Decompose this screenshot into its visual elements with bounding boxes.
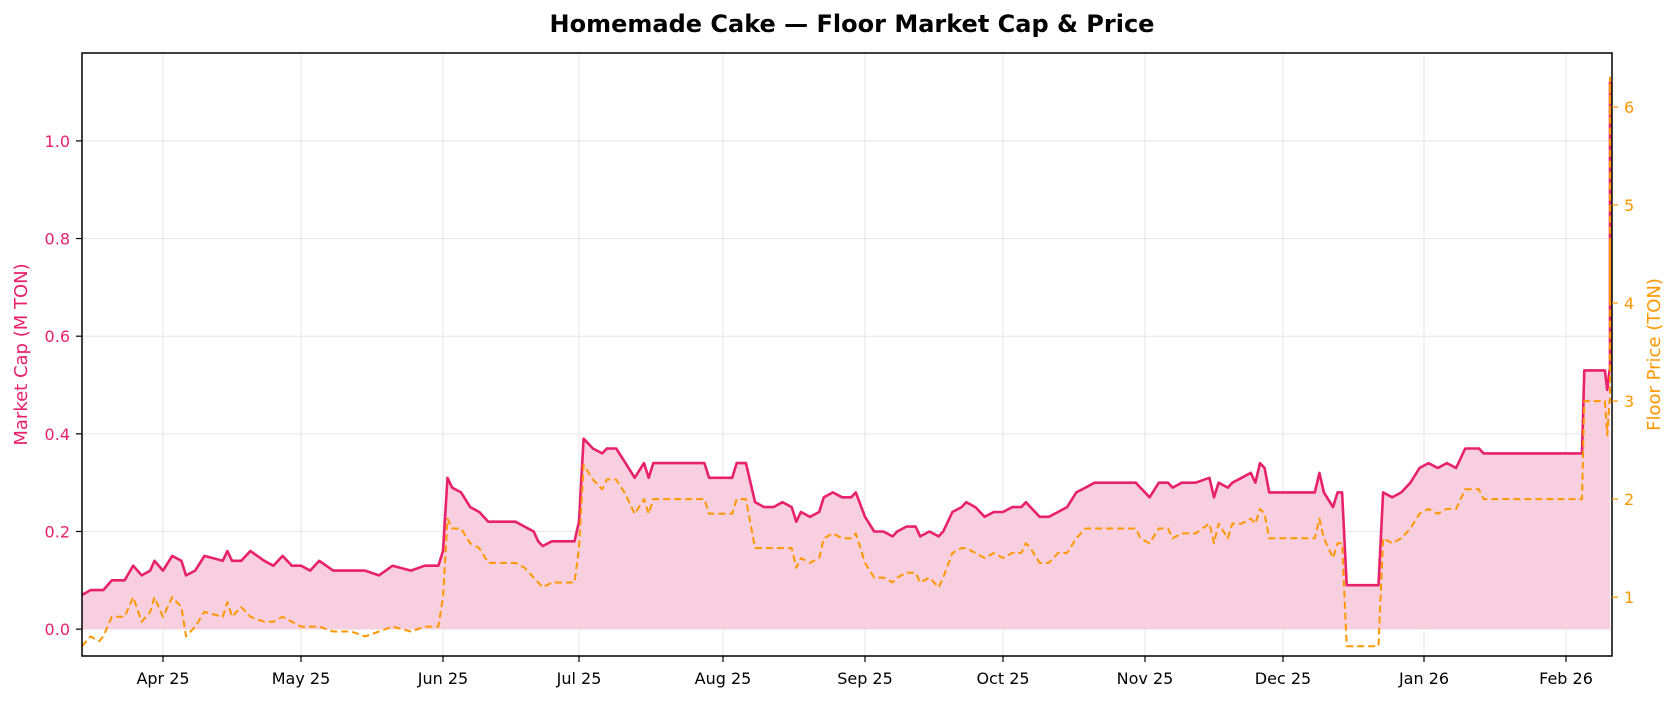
y-tick-label-left: 0.6: [45, 327, 70, 346]
y-tick-label-right: 6: [1624, 98, 1634, 117]
x-tick-label: Jun 25: [417, 669, 468, 688]
x-tick-label: Oct 25: [976, 669, 1029, 688]
y-tick-label-left: 0.2: [45, 522, 70, 541]
x-tick-label: May 25: [272, 669, 331, 688]
x-tick-label: Aug 25: [695, 669, 752, 688]
x-tick-label: Dec 25: [1255, 669, 1311, 688]
x-tick-label: Feb 26: [1539, 669, 1593, 688]
y-tick-label-left: 1.0: [45, 132, 70, 151]
y-tick-label-right: 4: [1624, 294, 1634, 313]
floor-price-line: [81, 76, 1611, 648]
y-tick-label-left: 0.0: [45, 620, 70, 639]
x-axis: Apr 25 May 25 Jun 25 Jul 25 Aug 25 Sep 25 Oct …: [136, 656, 1593, 688]
x-tick-label: Nov 25: [1117, 669, 1174, 688]
x-tick-label: Apr 25: [136, 669, 189, 688]
y-tick-label-right: 1: [1624, 588, 1634, 607]
y-tick-label-right: 2: [1624, 490, 1634, 509]
market-cap-area: [82, 82, 1610, 630]
y-tick-label-left: 0.8: [45, 230, 70, 249]
plot-frame: [81, 52, 1613, 657]
x-tick-label: Jan 26: [1398, 669, 1449, 688]
y-axis-label-right: Floor Price (TON): [1644, 278, 1665, 431]
x-tick-label: Jul 25: [556, 669, 602, 688]
series-lines: [81, 76, 1612, 648]
y-axis-label-left: Market Cap (M TON): [11, 263, 32, 445]
y-tick-label-right: 5: [1624, 196, 1634, 215]
y-tick-label-left: 0.4: [45, 425, 70, 444]
y-axis-left: 0.0 0.2 0.4 0.6 0.8 1.0: [45, 132, 82, 639]
market-cap-line: [81, 81, 1612, 597]
y-tick-label-right: 3: [1624, 392, 1634, 411]
market-cap-fill: [82, 82, 1610, 630]
chart-title: Homemade Cake — Floor Market Cap & Price: [550, 10, 1155, 38]
y-axis-right: 1 2 3 4 5 6: [1612, 98, 1634, 607]
x-tick-label: Sep 25: [837, 669, 893, 688]
